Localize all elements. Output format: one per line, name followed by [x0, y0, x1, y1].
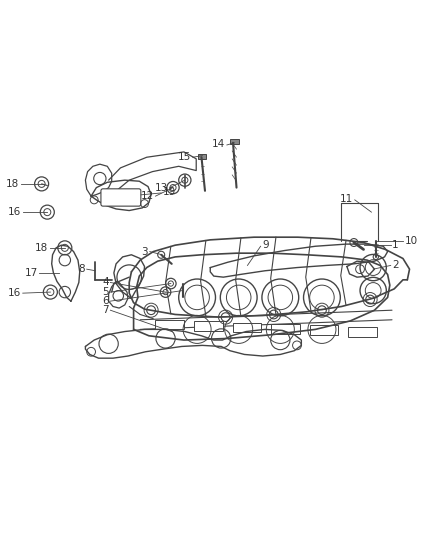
- Bar: [194, 321, 223, 331]
- Text: 17: 17: [25, 268, 38, 278]
- Bar: [348, 327, 377, 336]
- Text: 12: 12: [141, 191, 154, 201]
- Bar: [271, 324, 300, 334]
- Text: 15: 15: [178, 152, 191, 162]
- Text: 16: 16: [8, 288, 21, 298]
- Bar: [233, 322, 261, 332]
- Text: 13: 13: [155, 183, 168, 192]
- Text: 6: 6: [102, 296, 109, 306]
- Text: 10: 10: [405, 236, 418, 246]
- Bar: [198, 154, 206, 159]
- Text: 5: 5: [102, 287, 109, 297]
- Text: 18: 18: [6, 179, 19, 189]
- Text: 7: 7: [102, 305, 109, 315]
- Text: 3: 3: [141, 247, 148, 256]
- Text: 16: 16: [8, 207, 21, 217]
- Text: 18: 18: [35, 243, 48, 253]
- Text: 8: 8: [78, 264, 85, 274]
- Text: 4: 4: [102, 278, 109, 287]
- Bar: [155, 320, 184, 329]
- Bar: [230, 139, 239, 144]
- Text: 11: 11: [340, 194, 353, 204]
- Text: 14: 14: [212, 139, 225, 149]
- Text: 1: 1: [392, 240, 399, 250]
- Text: 2: 2: [392, 261, 399, 270]
- Text: 9: 9: [262, 240, 268, 250]
- Text: 19: 19: [163, 187, 176, 197]
- Bar: [310, 326, 338, 335]
- FancyBboxPatch shape: [101, 189, 141, 206]
